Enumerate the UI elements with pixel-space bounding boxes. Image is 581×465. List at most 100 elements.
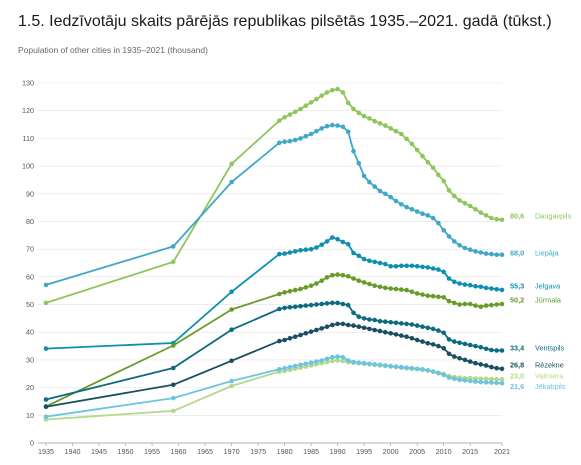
data-point <box>404 263 409 269</box>
data-point <box>478 210 484 215</box>
data-point <box>314 327 319 333</box>
data-point <box>383 191 388 197</box>
data-point <box>388 320 394 325</box>
grid <box>38 82 502 444</box>
data-point <box>467 301 473 307</box>
data-point <box>345 322 351 328</box>
data-point <box>314 245 319 250</box>
data-point <box>404 136 409 142</box>
data-point <box>467 282 473 288</box>
data-point <box>409 322 415 327</box>
data-point <box>351 359 356 365</box>
data-point <box>298 332 303 338</box>
data-point <box>499 217 505 223</box>
data-point <box>430 293 436 299</box>
data-point <box>377 188 383 194</box>
data-point <box>404 365 409 371</box>
data-point <box>229 378 234 384</box>
series-ventspils <box>43 300 505 402</box>
y-tick-label: 70 <box>26 245 34 254</box>
data-point <box>467 203 473 209</box>
data-point <box>308 246 314 252</box>
data-point <box>441 372 447 378</box>
data-point <box>171 365 176 371</box>
x-tick-label: 1935 <box>38 447 54 456</box>
data-point <box>356 253 362 259</box>
data-point <box>494 348 500 353</box>
data-point <box>340 124 346 130</box>
data-point <box>409 365 415 371</box>
data-point <box>467 359 473 364</box>
data-point <box>298 136 303 141</box>
data-point <box>420 367 425 372</box>
series-jēkabpils <box>43 354 505 420</box>
data-point <box>473 249 478 254</box>
data-point <box>452 339 457 344</box>
data-point <box>499 252 505 257</box>
data-point <box>324 90 330 95</box>
data-point <box>361 280 367 285</box>
x-tick-label: 1985 <box>303 447 319 456</box>
data-point <box>314 128 319 134</box>
data-point <box>282 365 287 371</box>
data-point <box>420 264 425 270</box>
data-point <box>324 123 330 129</box>
data-point <box>393 364 399 369</box>
data-point <box>345 274 351 279</box>
data-point <box>367 361 372 367</box>
data-point <box>494 377 500 382</box>
data-point <box>361 173 367 179</box>
data-point <box>324 356 330 362</box>
x-tick-label: 2000 <box>383 447 399 456</box>
series-line <box>45 322 503 408</box>
x-tick-label: 1975 <box>250 447 266 456</box>
data-point <box>420 211 425 216</box>
series-name-label: Valmiera <box>535 372 564 381</box>
x-tick-label: 1950 <box>118 447 134 456</box>
data-point <box>171 408 176 414</box>
x-axis: 1935 1940 1945 1950 1955 1960 1965 1970 1975 1980… <box>38 443 510 456</box>
data-point <box>409 207 415 212</box>
data-point <box>367 326 372 332</box>
series-line <box>45 236 503 350</box>
chart-subtitle: Population of other cities in 1935–2021 … <box>18 45 208 55</box>
data-point <box>287 336 293 341</box>
data-point <box>361 360 367 366</box>
data-point <box>494 287 500 292</box>
data-point <box>335 236 340 242</box>
data-point <box>356 110 362 116</box>
y-tick-label: 120 <box>22 106 34 115</box>
data-point <box>409 141 415 147</box>
data-point <box>335 321 340 327</box>
data-point <box>319 242 325 247</box>
data-point <box>277 291 282 297</box>
data-point <box>457 281 462 286</box>
data-point <box>340 239 346 245</box>
data-point <box>478 304 484 310</box>
data-point <box>351 310 356 316</box>
data-point <box>308 360 314 366</box>
data-point <box>287 112 293 117</box>
y-tick-label: 90 <box>26 189 34 198</box>
data-point <box>340 358 346 364</box>
series-valmiera <box>43 358 505 422</box>
series-end-value: 68,0 <box>510 249 524 258</box>
series-rēzekne <box>43 321 505 410</box>
data-point <box>308 131 314 137</box>
data-point <box>292 137 298 143</box>
data-point <box>171 343 176 348</box>
data-point <box>277 140 282 146</box>
data-point <box>478 376 484 382</box>
data-point <box>277 118 282 123</box>
data-point <box>303 285 309 290</box>
data-point <box>229 383 234 389</box>
data-point <box>414 337 420 343</box>
data-point <box>356 161 362 166</box>
data-point <box>277 306 282 312</box>
data-point <box>377 318 383 324</box>
data-point <box>478 362 484 367</box>
data-point <box>324 239 330 244</box>
data-point <box>277 367 282 372</box>
data-point <box>303 331 309 336</box>
x-tick-label: 2021 <box>494 447 510 456</box>
